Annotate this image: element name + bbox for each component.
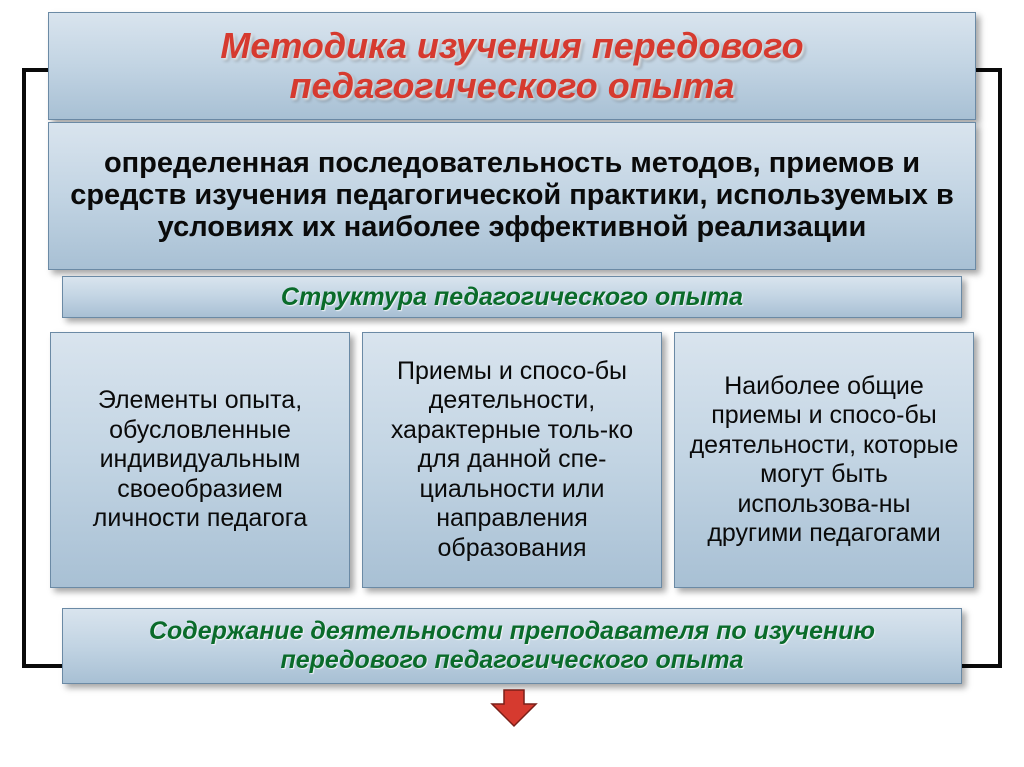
connector-right	[998, 70, 1002, 668]
structure-header-text: Структура педагогического опыта	[281, 283, 743, 312]
column-box-2: Приемы и спосо-бы деятельности, характер…	[362, 332, 662, 588]
connector-top-left	[22, 68, 50, 72]
column-text-3: Наиболее общие приемы и спосо-бы деятель…	[689, 372, 959, 549]
arrow-down-icon	[490, 688, 538, 728]
structure-header-box: Структура педагогического опыта	[62, 276, 962, 318]
column-box-3: Наиболее общие приемы и спосо-бы деятель…	[674, 332, 974, 588]
footer-box: Содержание деятельности преподавателя по…	[62, 608, 962, 684]
connector-top-right	[974, 68, 1002, 72]
definition-box: определенная последовательность методов,…	[48, 122, 976, 270]
connector-bottom-left	[22, 664, 64, 668]
title-box: Методика изучения передового педагогичес…	[48, 12, 976, 120]
footer-text: Содержание деятельности преподавателя по…	[77, 617, 947, 675]
definition-text: определенная последовательность методов,…	[63, 148, 961, 244]
column-box-1: Элементы опыта, обусловленные индивидуал…	[50, 332, 350, 588]
title-text: Методика изучения передового педагогичес…	[63, 26, 961, 105]
connector-left	[22, 70, 26, 668]
connector-bottom-right	[960, 664, 1002, 668]
column-text-2: Приемы и спосо-бы деятельности, характер…	[377, 357, 647, 564]
column-text-1: Элементы опыта, обусловленные индивидуал…	[65, 386, 335, 534]
diagram-canvas: Методика изучения передового педагогичес…	[0, 0, 1024, 767]
